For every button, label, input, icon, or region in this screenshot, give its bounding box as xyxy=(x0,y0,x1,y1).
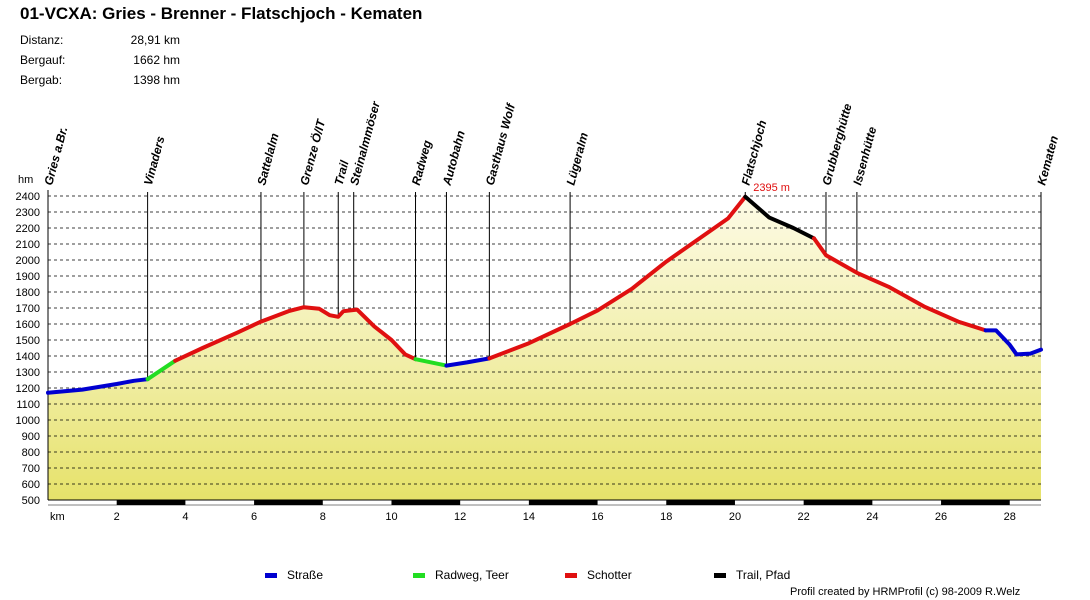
legend-swatch xyxy=(565,573,577,579)
waypoint-label: Gries a.Br. xyxy=(41,125,70,187)
waypoint-label: Kematen xyxy=(1034,134,1061,187)
waypoint-label: Issenhütte xyxy=(850,125,879,187)
x-tick-label: 10 xyxy=(385,511,397,523)
stat-value: 1398 hm xyxy=(133,73,180,87)
legend-label: Schotter xyxy=(587,568,632,582)
y-tick-label: 1000 xyxy=(16,415,40,427)
series-segment-schotter xyxy=(812,236,988,333)
km-scale-segment xyxy=(391,500,461,505)
legend-label: Straße xyxy=(287,568,324,582)
y-tick-label: 1900 xyxy=(16,271,40,283)
y-tick-label: 2100 xyxy=(16,239,40,251)
waypoint-label: Flatschjoch xyxy=(739,119,770,187)
waypoint-label: Radweg xyxy=(409,138,435,187)
y-tick-label: 1800 xyxy=(16,287,40,299)
series-segment-trail-pfad xyxy=(743,194,816,241)
x-axis-label: km xyxy=(50,511,65,523)
waypoint-label: Grubberghütte xyxy=(819,102,854,187)
chart-title: 01-VCXA: Gries - Brenner - Flatschjoch -… xyxy=(20,4,423,23)
y-tick-label: 1300 xyxy=(16,367,40,379)
y-tick-label: 1200 xyxy=(16,383,40,395)
x-tick-label: 14 xyxy=(523,511,535,523)
y-tick-label: 900 xyxy=(22,431,40,443)
legend-swatch xyxy=(714,573,726,579)
x-tick-label: 2 xyxy=(114,511,120,523)
km-scale-segment xyxy=(666,500,735,505)
km-scale-segment xyxy=(803,500,873,505)
y-tick-label: 800 xyxy=(22,447,40,459)
series-segment-radweg-teer xyxy=(145,358,178,382)
y-tick-label: 2200 xyxy=(16,223,40,235)
series-segment-schotter xyxy=(173,305,418,363)
series-segment-stra-e xyxy=(46,377,150,395)
series-segment-radweg-teer xyxy=(413,357,449,368)
km-scale-segment xyxy=(254,500,323,505)
y-tick-label: 2300 xyxy=(16,207,40,219)
stat-value: 28,91 km xyxy=(130,33,180,47)
legend-label: Radweg, Teer xyxy=(435,568,509,582)
profile-area-fill xyxy=(48,196,1041,501)
legend-swatch xyxy=(413,573,425,579)
credit-text: Profil created by HRMProfil (c) 98-2009 … xyxy=(790,586,1021,598)
waypoint-label: Sattelalm xyxy=(254,131,281,186)
legend-item-trail: Trail, Pfad xyxy=(714,568,790,582)
waypoint-label: Trail xyxy=(332,158,352,187)
x-tick-label: 28 xyxy=(1004,511,1016,523)
stat-ascent: Bergauf: 1662 hm xyxy=(20,50,180,70)
y-tick-label: 1700 xyxy=(16,303,40,315)
x-tick-label: 24 xyxy=(866,511,878,523)
legend-label: Trail, Pfad xyxy=(736,568,791,582)
max-elevation-label: 2395 m xyxy=(753,182,790,194)
legend-item-radweg: Radweg, Teer xyxy=(413,568,509,582)
series-segment-stra-e xyxy=(444,356,492,368)
y-tick-label: 1100 xyxy=(16,399,40,411)
x-tick-label: 6 xyxy=(251,511,257,523)
y-axis-label: hm xyxy=(18,174,33,186)
km-scale-segment xyxy=(528,500,598,505)
series-segment-stra-e xyxy=(983,328,1043,357)
x-tick-label: 18 xyxy=(660,511,672,523)
y-tick-label: 600 xyxy=(22,479,40,491)
y-tick-label: 1400 xyxy=(16,351,40,363)
km-scale-segment xyxy=(941,500,1010,505)
legend-item-strasse: Straße xyxy=(265,568,323,582)
stat-descent: Bergab: 1398 hm xyxy=(20,70,180,90)
waypoint-label: Autobahn xyxy=(440,129,468,188)
y-tick-label: 2400 xyxy=(16,191,40,203)
y-tick-label: 500 xyxy=(22,495,40,507)
x-tick-label: 16 xyxy=(591,511,603,523)
waypoint-label: Steinalmmöser xyxy=(347,99,383,187)
stat-label: Distanz: xyxy=(20,33,64,47)
x-tick-label: 8 xyxy=(320,511,326,523)
legend-item-schotter: Schotter xyxy=(565,568,632,582)
km-scale-segment xyxy=(116,500,186,505)
waypoint-label: Lügeralm xyxy=(563,131,591,187)
y-tick-label: 1500 xyxy=(16,335,40,347)
stat-label: Bergauf: xyxy=(20,53,66,67)
x-tick-label: 4 xyxy=(182,511,188,523)
legend-swatch xyxy=(265,573,277,579)
x-tick-label: 12 xyxy=(454,511,466,523)
x-tick-label: 20 xyxy=(729,511,741,523)
y-tick-label: 1600 xyxy=(16,319,40,331)
stat-label: Bergab: xyxy=(20,73,63,87)
stats-panel: Distanz: 28,91 km Bergauf: 1662 hm Berga… xyxy=(20,30,180,90)
series-segment-schotter xyxy=(487,194,748,361)
y-tick-label: 2000 xyxy=(16,255,40,267)
waypoint-label: Gasthaus Wolf xyxy=(483,101,518,187)
stat-value: 1662 hm xyxy=(133,53,180,67)
x-tick-label: 26 xyxy=(935,511,947,523)
waypoint-label: Grenze Ö/IT xyxy=(296,116,328,187)
stat-distance: Distanz: 28,91 km xyxy=(20,30,180,50)
x-tick-label: 22 xyxy=(798,511,810,523)
y-tick-label: 700 xyxy=(22,463,40,475)
waypoint-label: Vinaders xyxy=(141,134,168,186)
